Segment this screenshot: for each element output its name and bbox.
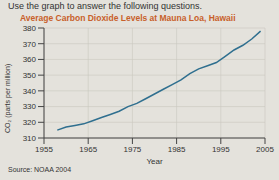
svg-text:370: 370 bbox=[23, 40, 37, 49]
html-text:Average Carbon Dioxide Levels: Average Carbon Dioxide Levels at Mauna L… bbox=[20, 13, 236, 23]
html-text:Source: NOAA 2004: Source: NOAA 2004 bbox=[8, 166, 71, 173]
svg-text:330: 330 bbox=[23, 102, 37, 111]
svg-text:1965: 1965 bbox=[79, 145, 97, 154]
svg-text:1975: 1975 bbox=[124, 145, 142, 154]
svg-text:2005: 2005 bbox=[256, 145, 271, 154]
svg-text:1955: 1955 bbox=[35, 145, 53, 154]
svg-text:340: 340 bbox=[23, 87, 37, 96]
svg-text:1985: 1985 bbox=[168, 145, 186, 154]
svg-text:360: 360 bbox=[23, 55, 37, 64]
svg-text:320: 320 bbox=[23, 118, 37, 127]
svg-text:380: 380 bbox=[23, 24, 37, 33]
svg-text:Year: Year bbox=[146, 157, 163, 164]
html-text:Use the graph to answer the fo: Use the graph to answer the following qu… bbox=[8, 1, 203, 11]
svg-text:1995: 1995 bbox=[212, 145, 230, 154]
svg-text:CO₂ (parts per million): CO₂ (parts per million) bbox=[8, 64, 12, 133]
svg-text:310: 310 bbox=[23, 134, 37, 143]
svg-text:350: 350 bbox=[23, 71, 37, 80]
